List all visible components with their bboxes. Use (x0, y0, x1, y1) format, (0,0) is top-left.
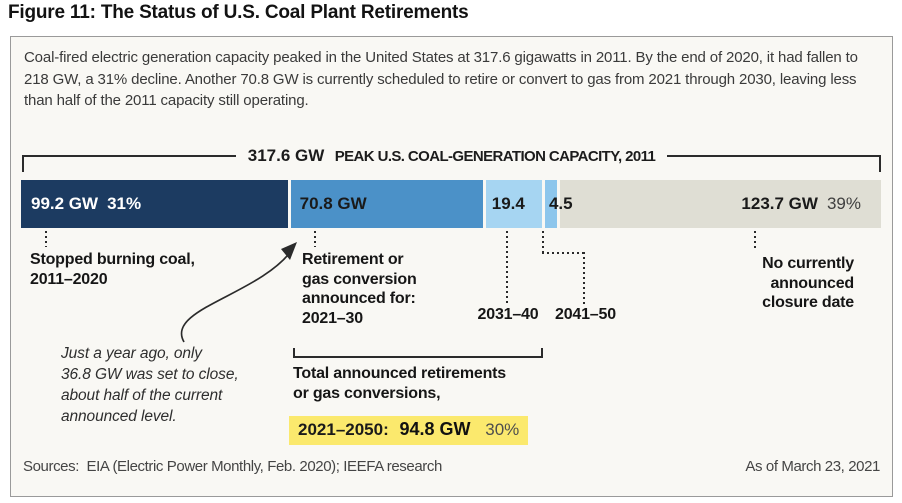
figure-panel: Coal-fired electric generation capacity … (10, 36, 893, 497)
intro-paragraph: Coal-fired electric generation capacity … (24, 49, 858, 110)
figure-title: Figure 11: The Status of U.S. Coal Plant… (8, 2, 469, 23)
total-highlight: 2021–2050: 94.8 GW 30% (289, 416, 529, 445)
annotation-2041-50: 2041–50 (555, 306, 616, 323)
annotation-retirement-announced: Retirement or gas conversion announced f… (302, 251, 417, 327)
dotted-connector-stopped (45, 231, 47, 247)
bar-segment-retire-2021-30: 70.8 GW (290, 180, 483, 228)
total-pct-label: 30% (485, 420, 520, 439)
bar-segment-retire-2041-50: 4.5 (544, 180, 573, 228)
dotted-connector-2041-50-drop (583, 252, 585, 305)
bracket-tick-right (879, 155, 881, 172)
segment-value-label: 19.4 (491, 194, 525, 213)
dotted-connector-no-closure (754, 231, 756, 249)
segment-value-label: 123.7 GW (741, 194, 818, 213)
dotted-connector-2041-50-top (542, 231, 544, 254)
total-value-label: 94.8 GW (399, 419, 471, 439)
footer-sources: Sources: EIA (Electric Power Monthly, Fe… (23, 458, 442, 475)
bar-segment-no-closure-date: 123.7 GW 39% (560, 180, 881, 228)
segment-value-label: 4.5 (548, 194, 573, 213)
bracket-line-left (23, 155, 236, 157)
footer-row: Sources: EIA (Electric Power Monthly, Fe… (23, 458, 880, 475)
bracket-line-right (667, 155, 881, 157)
dotted-connector-2041-50-elbow (542, 252, 585, 254)
bracket-tick-left (22, 155, 24, 172)
peak-value: 317.6 GW (247, 146, 325, 165)
total-range-bracket (293, 348, 543, 358)
dotted-connector-retirement (314, 231, 316, 247)
bar-segment-stopped-burning-coal: 99.2 GW 31% (21, 180, 288, 228)
total-heading: Total announced retirements or gas conve… (293, 365, 507, 402)
annotation-2031-40: 2031–40 (477, 306, 539, 323)
annotation-no-closure-date: No currently announced closure date (762, 255, 854, 312)
stacked-bar: 99.2 GW 31% 70.8 GW 19.4 4.5 123.7 GW 39… (21, 180, 881, 228)
bar-segment-retire-2031-40: 19.4 (485, 180, 542, 228)
peak-capacity-bracket: 317.6 GW PEAK U.S. COAL-GENERATION CAPAC… (11, 140, 892, 172)
segment-pct-label: 39% (826, 194, 861, 213)
peak-bracket-line: 317.6 GW PEAK U.S. COAL-GENERATION CAPAC… (23, 140, 881, 172)
curved-arrow-icon (180, 242, 297, 343)
segment-value-label: 70.8 GW (299, 194, 367, 213)
peak-label: 317.6 GW PEAK U.S. COAL-GENERATION CAPAC… (236, 146, 668, 166)
note-text: Just a year ago, only 36.8 GW was set to… (61, 345, 239, 425)
segment-pct-label: 31% (107, 194, 142, 213)
footer-date: As of March 23, 2021 (745, 458, 880, 475)
segment-value-label: 99.2 GW (31, 194, 99, 213)
dotted-connector-2031-40 (506, 231, 508, 305)
total-range-label: 2021–2050: (298, 420, 389, 439)
annotation-stopped-burning-coal: Stopped burning coal, 2011–2020 (30, 251, 195, 288)
peak-text: PEAK U.S. COAL-GENERATION CAPACITY, 2011 (334, 148, 656, 165)
